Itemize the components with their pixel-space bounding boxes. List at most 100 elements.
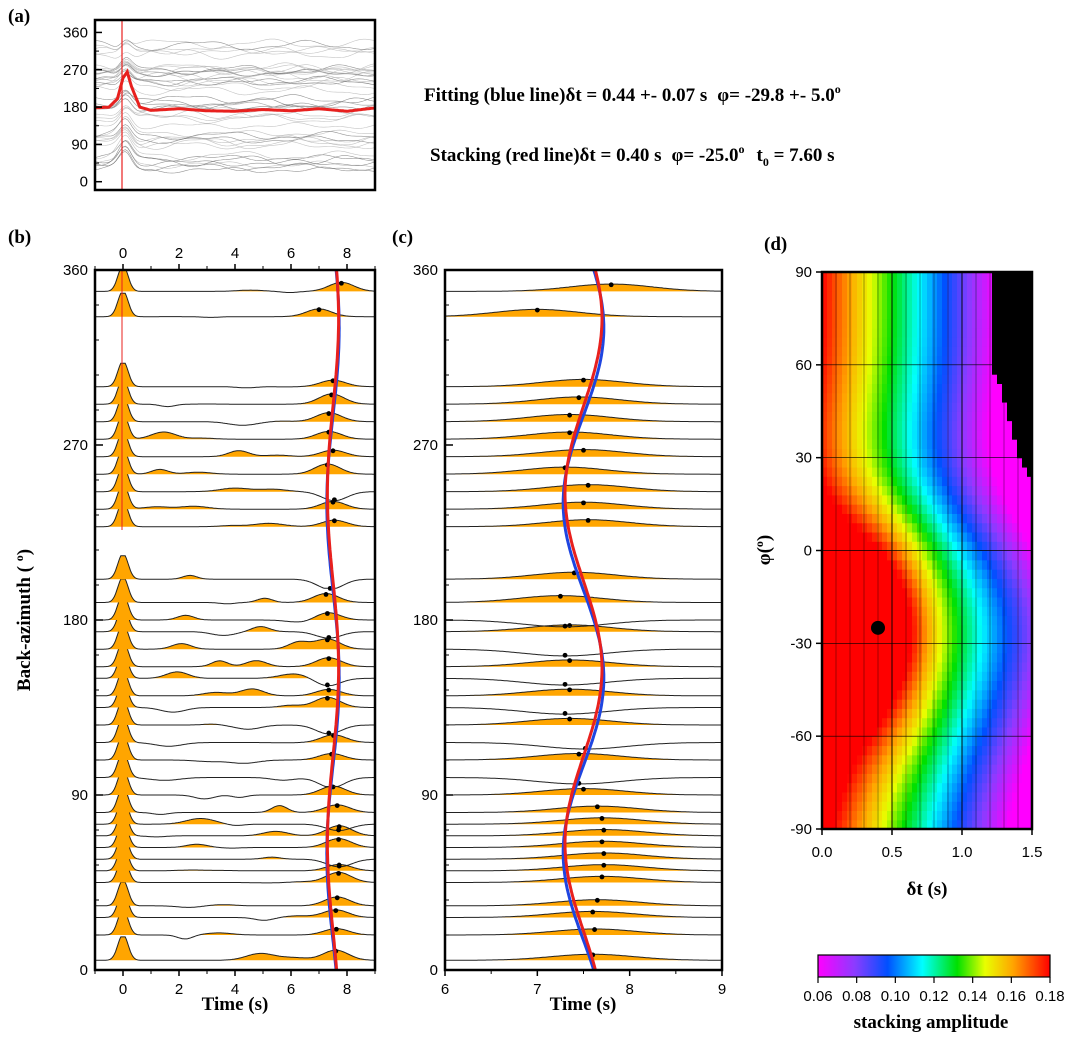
panel-d-x-tick-label: 0.0 bbox=[812, 844, 833, 861]
panel-d-x-label: δt (s) bbox=[907, 879, 948, 900]
trace-line bbox=[445, 953, 722, 961]
trace-fill bbox=[95, 579, 375, 603]
trace-line bbox=[445, 829, 722, 837]
trace-dot bbox=[567, 430, 573, 436]
panel-b-bottom-tick-label: 6 bbox=[287, 981, 295, 998]
panel-c-y-tick-label: 0 bbox=[430, 962, 438, 979]
trace-fill bbox=[95, 415, 375, 440]
trace-dot bbox=[601, 851, 607, 856]
panel-c-x-label: Time (s) bbox=[550, 994, 617, 1015]
trace-line bbox=[445, 717, 722, 726]
trace-dot bbox=[581, 786, 586, 792]
panel-c-fitting-curve bbox=[561, 270, 606, 970]
panel-b-traces bbox=[95, 270, 375, 961]
panel-a-y-ticks: 0 90 180 270 360 bbox=[63, 24, 102, 191]
colorbar-tick-label: 0.18 bbox=[1035, 988, 1064, 1005]
panel-c-x-tick-label: 6 bbox=[441, 981, 449, 998]
panel-d-y-tick-label: 90 bbox=[795, 264, 812, 281]
panel-b-stacking-curve bbox=[325, 270, 341, 970]
colorbar-tick-label: 0.08 bbox=[842, 988, 871, 1005]
trace-line bbox=[445, 899, 722, 907]
trace-dot bbox=[562, 623, 568, 629]
panel-b-top-tick-label: 4 bbox=[231, 245, 239, 262]
trace-dot bbox=[339, 280, 344, 286]
panel-a-y-tick-label: 0 bbox=[80, 174, 88, 191]
trace-dot bbox=[326, 656, 332, 662]
trace-line bbox=[445, 910, 722, 918]
panel-b-top-tick-label: 8 bbox=[343, 245, 351, 262]
colorbar-label: stacking amplitude bbox=[854, 1012, 1009, 1033]
panel-b-bottom-tick-label: 4 bbox=[231, 981, 239, 998]
panel-d-y-label: φ(o) bbox=[752, 535, 775, 566]
trace-line bbox=[445, 624, 722, 633]
trace-line bbox=[95, 911, 375, 940]
panel-c-y-tick-label: 270 bbox=[413, 437, 438, 454]
trace-fill bbox=[445, 841, 722, 848]
trace-line bbox=[445, 396, 722, 405]
trace-dot bbox=[567, 412, 573, 418]
trace-line bbox=[445, 571, 722, 580]
panel-b-top-tick-label: 0 bbox=[119, 245, 127, 262]
trace-line bbox=[445, 431, 722, 440]
trace-line bbox=[445, 466, 722, 475]
panel-a-frame bbox=[93, 18, 377, 192]
panel-b-x-label: Time (s) bbox=[202, 994, 269, 1015]
trace-line bbox=[445, 875, 722, 883]
panel-c-ticks: 0 90 180 270 360 6 7 8 9 bbox=[413, 262, 726, 998]
trace-dot bbox=[316, 307, 322, 313]
panel-c-x-tick-label: 7 bbox=[533, 981, 541, 998]
panel-a-y-tick-label: 90 bbox=[71, 136, 88, 153]
trace-line bbox=[445, 777, 722, 785]
panel-b-top-tick-label: 6 bbox=[287, 245, 295, 262]
trace-dot bbox=[599, 874, 605, 880]
panel-b-y-tick-label: 180 bbox=[63, 612, 88, 629]
trace-fill bbox=[95, 719, 375, 743]
panel-c-x-tick-label: 9 bbox=[718, 981, 726, 998]
panel-a: 0 90 180 270 360 bbox=[63, 18, 377, 192]
panel-label-b: (b) bbox=[8, 227, 31, 248]
panel-b: 0 90 180 270 360 0 0 2 2 4 4 6 6 8 8 Time (s) Back-azi… bbox=[12, 245, 377, 1015]
trace-line bbox=[95, 292, 375, 318]
trace-fill bbox=[95, 882, 375, 906]
panel-b-bottom-tick-label: 2 bbox=[175, 981, 183, 998]
trace-fill bbox=[445, 852, 722, 860]
trace-line bbox=[445, 707, 722, 715]
trace-fill bbox=[445, 432, 722, 440]
trace-line bbox=[95, 936, 375, 961]
trace-line bbox=[95, 718, 375, 747]
trace-line bbox=[445, 864, 722, 872]
panel-a-stack-line bbox=[95, 68, 375, 113]
trace-line bbox=[445, 817, 722, 825]
trace-line bbox=[445, 619, 722, 628]
trace-fill bbox=[445, 806, 722, 813]
trace-dot bbox=[562, 711, 568, 716]
trace-dot bbox=[336, 837, 341, 842]
trace-dot bbox=[585, 482, 591, 488]
panel-b-y-tick-label: 90 bbox=[71, 787, 88, 804]
trace-fill bbox=[95, 936, 375, 961]
trace-dot bbox=[562, 681, 568, 687]
trace-dot bbox=[534, 307, 540, 313]
trace-line bbox=[445, 595, 722, 603]
trace-dot bbox=[601, 827, 607, 833]
trace-fill bbox=[445, 911, 722, 918]
trace-dot bbox=[333, 908, 339, 914]
trace-fill bbox=[445, 876, 722, 883]
trace-dot bbox=[594, 804, 600, 810]
trace-dot bbox=[332, 497, 337, 503]
trace-dot bbox=[323, 592, 329, 597]
stacking-annotation: Stacking (red line)δt = 0.40 s φ= -25.0o t… bbox=[430, 142, 835, 169]
panel-d-y-tick-label: 0 bbox=[804, 543, 812, 560]
trace-line bbox=[95, 753, 375, 787]
trace-line bbox=[445, 659, 722, 668]
trace-fill bbox=[445, 467, 722, 475]
trace-fill bbox=[445, 718, 722, 725]
panel-d-x-tick-label: 0.5 bbox=[882, 844, 903, 861]
trace-fill bbox=[445, 572, 722, 580]
panel-d-heatmap bbox=[822, 271, 1033, 830]
trace-fill bbox=[445, 284, 722, 292]
panel-d-y-tick-label: 30 bbox=[795, 450, 812, 467]
trace-dot bbox=[608, 282, 614, 288]
trace-line bbox=[445, 519, 722, 528]
